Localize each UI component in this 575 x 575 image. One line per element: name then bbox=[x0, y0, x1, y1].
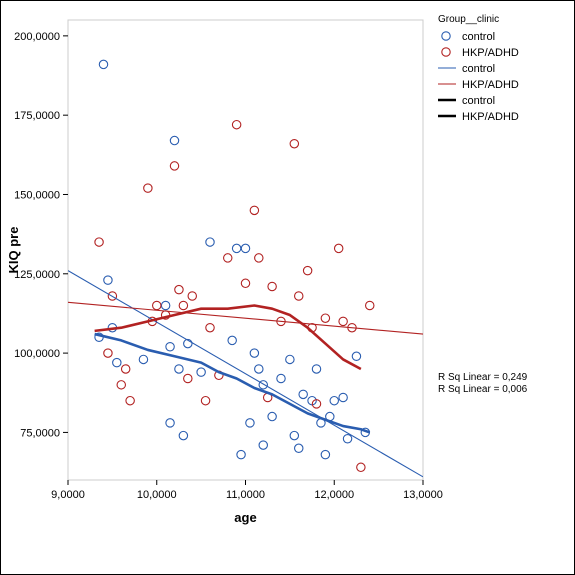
y-tick-label: 175,0000 bbox=[14, 110, 60, 122]
r-squared-annotation: R Sq Linear = 0,249 bbox=[438, 372, 528, 383]
legend-label: HKP/ADHD bbox=[462, 111, 519, 123]
x-tick-label: 12,0000 bbox=[314, 489, 354, 501]
x-axis-label: age bbox=[234, 510, 256, 525]
legend-label: control bbox=[462, 63, 495, 75]
x-tick-label: 9,0000 bbox=[51, 489, 85, 501]
scatter-chart: 9,0000 10,0000 11,0000 12,0000 13,0000 75,000… bbox=[0, 0, 575, 575]
x-tick-label: 11,0000 bbox=[226, 489, 265, 501]
x-tick-label: 13,0000 bbox=[403, 489, 443, 501]
legend-label: control bbox=[462, 31, 495, 43]
legend-title: Group__clinic bbox=[438, 14, 499, 25]
legend-label: HKP/ADHD bbox=[462, 79, 519, 91]
y-tick-label: 200,0000 bbox=[14, 31, 60, 43]
chart-svg: 9,0000 10,0000 11,0000 12,0000 13,0000 75,000… bbox=[0, 0, 575, 575]
y-axis-label: KIQ pre bbox=[6, 227, 21, 274]
legend-label: control bbox=[462, 95, 495, 107]
plot-panel bbox=[68, 20, 423, 480]
y-tick-label: 100,0000 bbox=[14, 348, 60, 360]
y-tick-label: 150,0000 bbox=[14, 189, 60, 201]
x-tick-label: 10,0000 bbox=[137, 489, 177, 501]
r-squared-annotation: R Sq Linear = 0,006 bbox=[438, 384, 528, 395]
y-tick-label: 75,0000 bbox=[20, 427, 60, 439]
legend-label: HKP/ADHD bbox=[462, 47, 519, 59]
